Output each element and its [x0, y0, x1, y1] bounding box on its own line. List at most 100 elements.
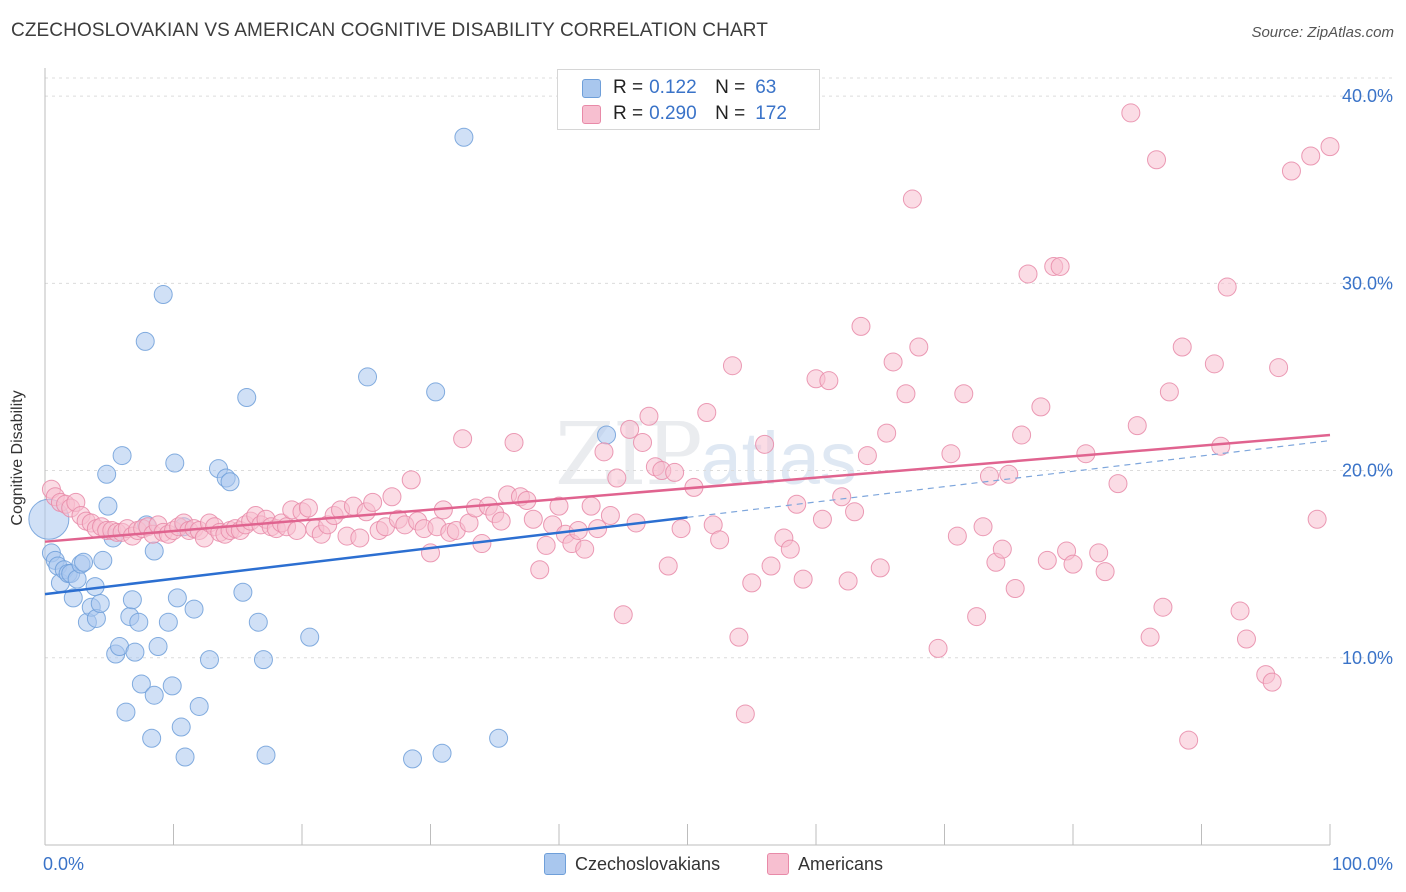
data-point-americans [1301, 146, 1321, 166]
data-point-americans [761, 556, 781, 576]
data-point-americans [1012, 425, 1032, 445]
data-point-americans [1281, 161, 1301, 181]
data-point-czechoslovakians [135, 331, 155, 351]
data-point-czechoslovakians [63, 588, 83, 608]
data-point-americans [1140, 627, 1160, 647]
data-point-americans [382, 487, 402, 507]
data-point-czechoslovakians [144, 541, 164, 561]
data-point-czechoslovakians [153, 285, 173, 305]
data-point-czechoslovakians [93, 550, 113, 570]
legend-n-label: N = [715, 103, 746, 124]
series-label-americans: Americans [798, 853, 884, 874]
legend-swatch-americans [582, 104, 601, 124]
data-point-czechoslovakians [131, 674, 151, 694]
legend-r-label: R = [613, 103, 644, 124]
data-point-americans [735, 704, 755, 724]
data-point-czechoslovakians [129, 612, 149, 632]
x-tick-label: 100.0% [1332, 854, 1393, 874]
data-point-americans [600, 505, 620, 525]
data-point-americans [613, 605, 633, 625]
data-point-czechoslovakians [403, 749, 423, 769]
series-label-czechoslovakians: Czechoslovakians [575, 853, 721, 874]
data-point-americans [1127, 416, 1147, 436]
data-point-czechoslovakians [237, 388, 257, 408]
y-tick-label: 40.0% [1342, 86, 1393, 106]
data-point-americans [453, 429, 473, 449]
data-point-americans [697, 403, 717, 423]
x-tick-label: 0.0% [43, 854, 84, 874]
data-point-americans [780, 539, 800, 559]
data-point-americans [870, 558, 890, 578]
legend-r-value: 0.122 [649, 77, 697, 98]
data-point-czechoslovakians [233, 582, 253, 602]
data-point-americans [1320, 137, 1340, 157]
data-point-americans [845, 502, 865, 522]
data-point-americans [954, 384, 974, 404]
data-point-czechoslovakians [98, 496, 118, 516]
data-point-americans [575, 539, 595, 559]
data-point-czechoslovakians [112, 446, 132, 466]
data-point-czechoslovakians [90, 593, 110, 613]
data-point-americans [581, 496, 601, 516]
legend-n-value: 63 [755, 77, 777, 98]
series-swatch-czechoslovakians [544, 853, 566, 875]
data-point-americans [967, 607, 987, 627]
data-point-czechoslovakians [432, 743, 452, 763]
data-point-americans [671, 519, 691, 539]
data-point-czechoslovakians [74, 552, 94, 572]
data-point-czechoslovakians [253, 650, 273, 670]
series-legend-czechoslovakians: Czechoslovakians [544, 852, 720, 876]
data-point-americans [1089, 543, 1109, 563]
data-point-americans [401, 470, 421, 490]
data-point-americans [1179, 730, 1199, 750]
data-point-americans [1005, 578, 1025, 598]
data-point-czechoslovakians [97, 464, 117, 484]
data-point-americans [363, 492, 383, 512]
data-point-americans [902, 189, 922, 209]
data-point-czechoslovakians [199, 650, 219, 670]
data-point-americans [710, 530, 730, 550]
data-point-czechoslovakians [165, 453, 185, 473]
data-point-americans [549, 496, 569, 516]
data-point-czechoslovakians [122, 590, 142, 610]
data-point-americans [812, 509, 832, 529]
data-point-americans [857, 446, 877, 466]
data-point-americans [1095, 562, 1115, 582]
data-point-americans [1307, 509, 1327, 529]
data-point-americans [1121, 103, 1141, 123]
data-point-americans [633, 432, 653, 452]
data-point-americans [350, 528, 370, 548]
data-point-czechoslovakians [300, 627, 320, 647]
data-point-americans [896, 384, 916, 404]
data-point-americans [1147, 150, 1167, 170]
data-point-americans [883, 352, 903, 372]
data-point-americans [909, 337, 929, 357]
data-point-americans [639, 406, 659, 426]
data-point-czechoslovakians [167, 588, 187, 608]
data-point-americans [504, 432, 524, 452]
legend-row-americans: R = 0.290 N = 172 [582, 103, 787, 125]
data-point-americans [1230, 601, 1250, 621]
data-point-americans [722, 356, 742, 376]
legend-n-label: N = [715, 77, 746, 98]
data-point-americans [832, 487, 852, 507]
source-credit: Source: ZipAtlas.com [1251, 24, 1394, 41]
trend-line-czechoslovakians [44, 516, 688, 596]
y-tick-label: 30.0% [1342, 273, 1393, 293]
data-point-americans [1236, 629, 1256, 649]
data-point-czechoslovakians [171, 717, 191, 737]
data-point-americans [819, 371, 839, 391]
data-point-americans [947, 526, 967, 546]
data-point-czechoslovakians [158, 612, 178, 632]
data-point-americans [1269, 358, 1289, 378]
legend-row-czechoslovakians: R = 0.122 N = 63 [582, 77, 776, 99]
data-point-americans [851, 316, 871, 336]
data-point-czechoslovakians [162, 676, 182, 696]
data-point-czechoslovakians [454, 127, 474, 147]
legend-n-value: 172 [755, 103, 787, 124]
data-point-americans [287, 520, 307, 540]
data-point-czechoslovakians [220, 472, 240, 492]
data-point-americans [729, 627, 749, 647]
data-point-americans [1262, 672, 1282, 692]
